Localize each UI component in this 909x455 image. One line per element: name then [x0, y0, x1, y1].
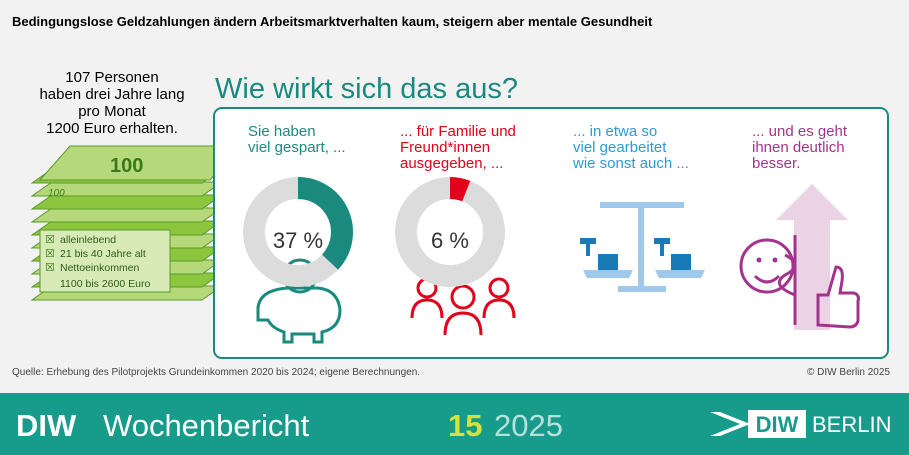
source: Quelle: Erhebung des Pilotprojekts Grund… [12, 367, 420, 378]
scale-icon [580, 202, 705, 292]
headline: Bedingungslose Geldzahlungen ändern Arbe… [12, 14, 653, 29]
panel-text: ausgegeben, ... [400, 155, 503, 172]
copyright: © DIW Berlin 2025 [807, 367, 890, 378]
donut-segment [449, 177, 471, 202]
publication: Wochenbericht [103, 408, 310, 443]
panel-text: viel gespart, ... [248, 139, 346, 156]
donut-label: 6 % [431, 228, 469, 253]
panel-text: Freund*innen [400, 139, 490, 156]
intro-line: pro Monat [78, 103, 146, 120]
check-mark: ☒ [45, 262, 55, 274]
year: 2025 [494, 408, 563, 443]
panel-text: Sie haben [248, 123, 316, 140]
panel-text: wie sonst auch ... [572, 155, 689, 172]
banknote-value: 100 [110, 155, 143, 177]
income-range: 1100 bis 2600 Euro [60, 278, 150, 290]
panel-text: ... und es geht [752, 123, 848, 140]
wellbeing-icon [739, 184, 860, 330]
brand: DIW [16, 408, 77, 443]
issue: 15 [448, 408, 482, 443]
logo-box [748, 410, 806, 438]
donut-segment [297, 177, 353, 270]
logo-text: BERLIN [812, 412, 891, 437]
panel-text: viel gearbeitet [573, 139, 667, 156]
panel-text: ... für Familie und [400, 123, 516, 140]
panel-text: ihnen deutlich [752, 139, 845, 156]
checklist-item: 21 bis 40 Jahre alt [60, 248, 146, 260]
checklist-item: alleinlebend [60, 234, 116, 246]
check-mark: ☒ [45, 248, 55, 260]
donut-label: 37 % [273, 228, 323, 253]
question: Wie wirkt sich das aus? [215, 73, 518, 105]
banknote [30, 207, 224, 223]
check-mark: ☒ [45, 234, 55, 246]
panel-text: ... in etwa so [573, 123, 657, 140]
intro-line: haben drei Jahre lang [39, 86, 184, 103]
intro-line: 107 Personen [65, 69, 158, 86]
panel-text: besser. [752, 155, 800, 172]
intro-line: 1200 Euro erhalten. [46, 120, 178, 137]
people-icon [410, 277, 516, 336]
checklist-item: Nettoeinkommen [60, 262, 140, 274]
result-panel [213, 107, 889, 359]
money-stack: 100 100 ☒ alleinlebend ☒ 21 bis 40 Jahre alt ☒… [30, 145, 242, 301]
checklist-box [39, 229, 171, 293]
banknote-value-small: 100 [48, 188, 65, 199]
logo-mark [710, 412, 750, 436]
logo-text: DIW [756, 412, 799, 437]
